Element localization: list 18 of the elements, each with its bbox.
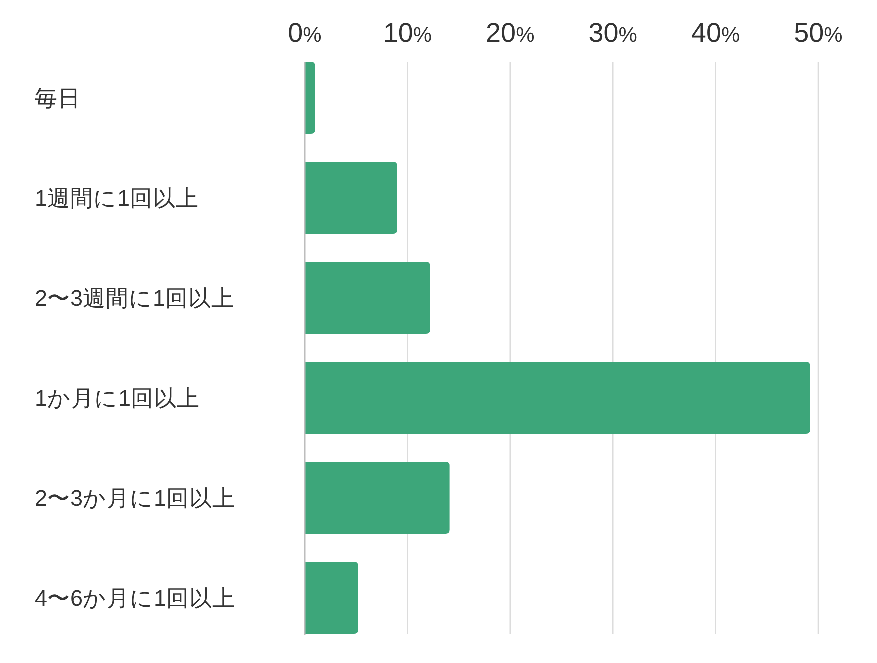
x-tick-label: 40% xyxy=(691,18,740,48)
x-tick-label: 10% xyxy=(383,18,432,48)
x-tick-label: 50% xyxy=(794,18,843,48)
y-tick-label: 2〜3か月に1回以上 xyxy=(35,486,236,511)
y-tick-label: 毎日 xyxy=(35,86,81,111)
x-tick-label: 20% xyxy=(486,18,535,48)
bar xyxy=(305,362,810,434)
bar xyxy=(305,462,450,534)
x-tick-label: 30% xyxy=(588,18,638,48)
y-tick-label: 4〜6か月に1回以上 xyxy=(35,586,236,611)
y-tick-label: 1か月に1回以上 xyxy=(35,386,200,411)
bar xyxy=(305,62,316,134)
y-tick-label: 1週間に1回以上 xyxy=(35,186,200,211)
x-tick-label: 0% xyxy=(288,18,322,48)
bar xyxy=(305,162,398,234)
y-tick-label: 2〜3週間に1回以上 xyxy=(35,286,235,311)
bar xyxy=(305,562,358,634)
bar xyxy=(305,262,430,334)
